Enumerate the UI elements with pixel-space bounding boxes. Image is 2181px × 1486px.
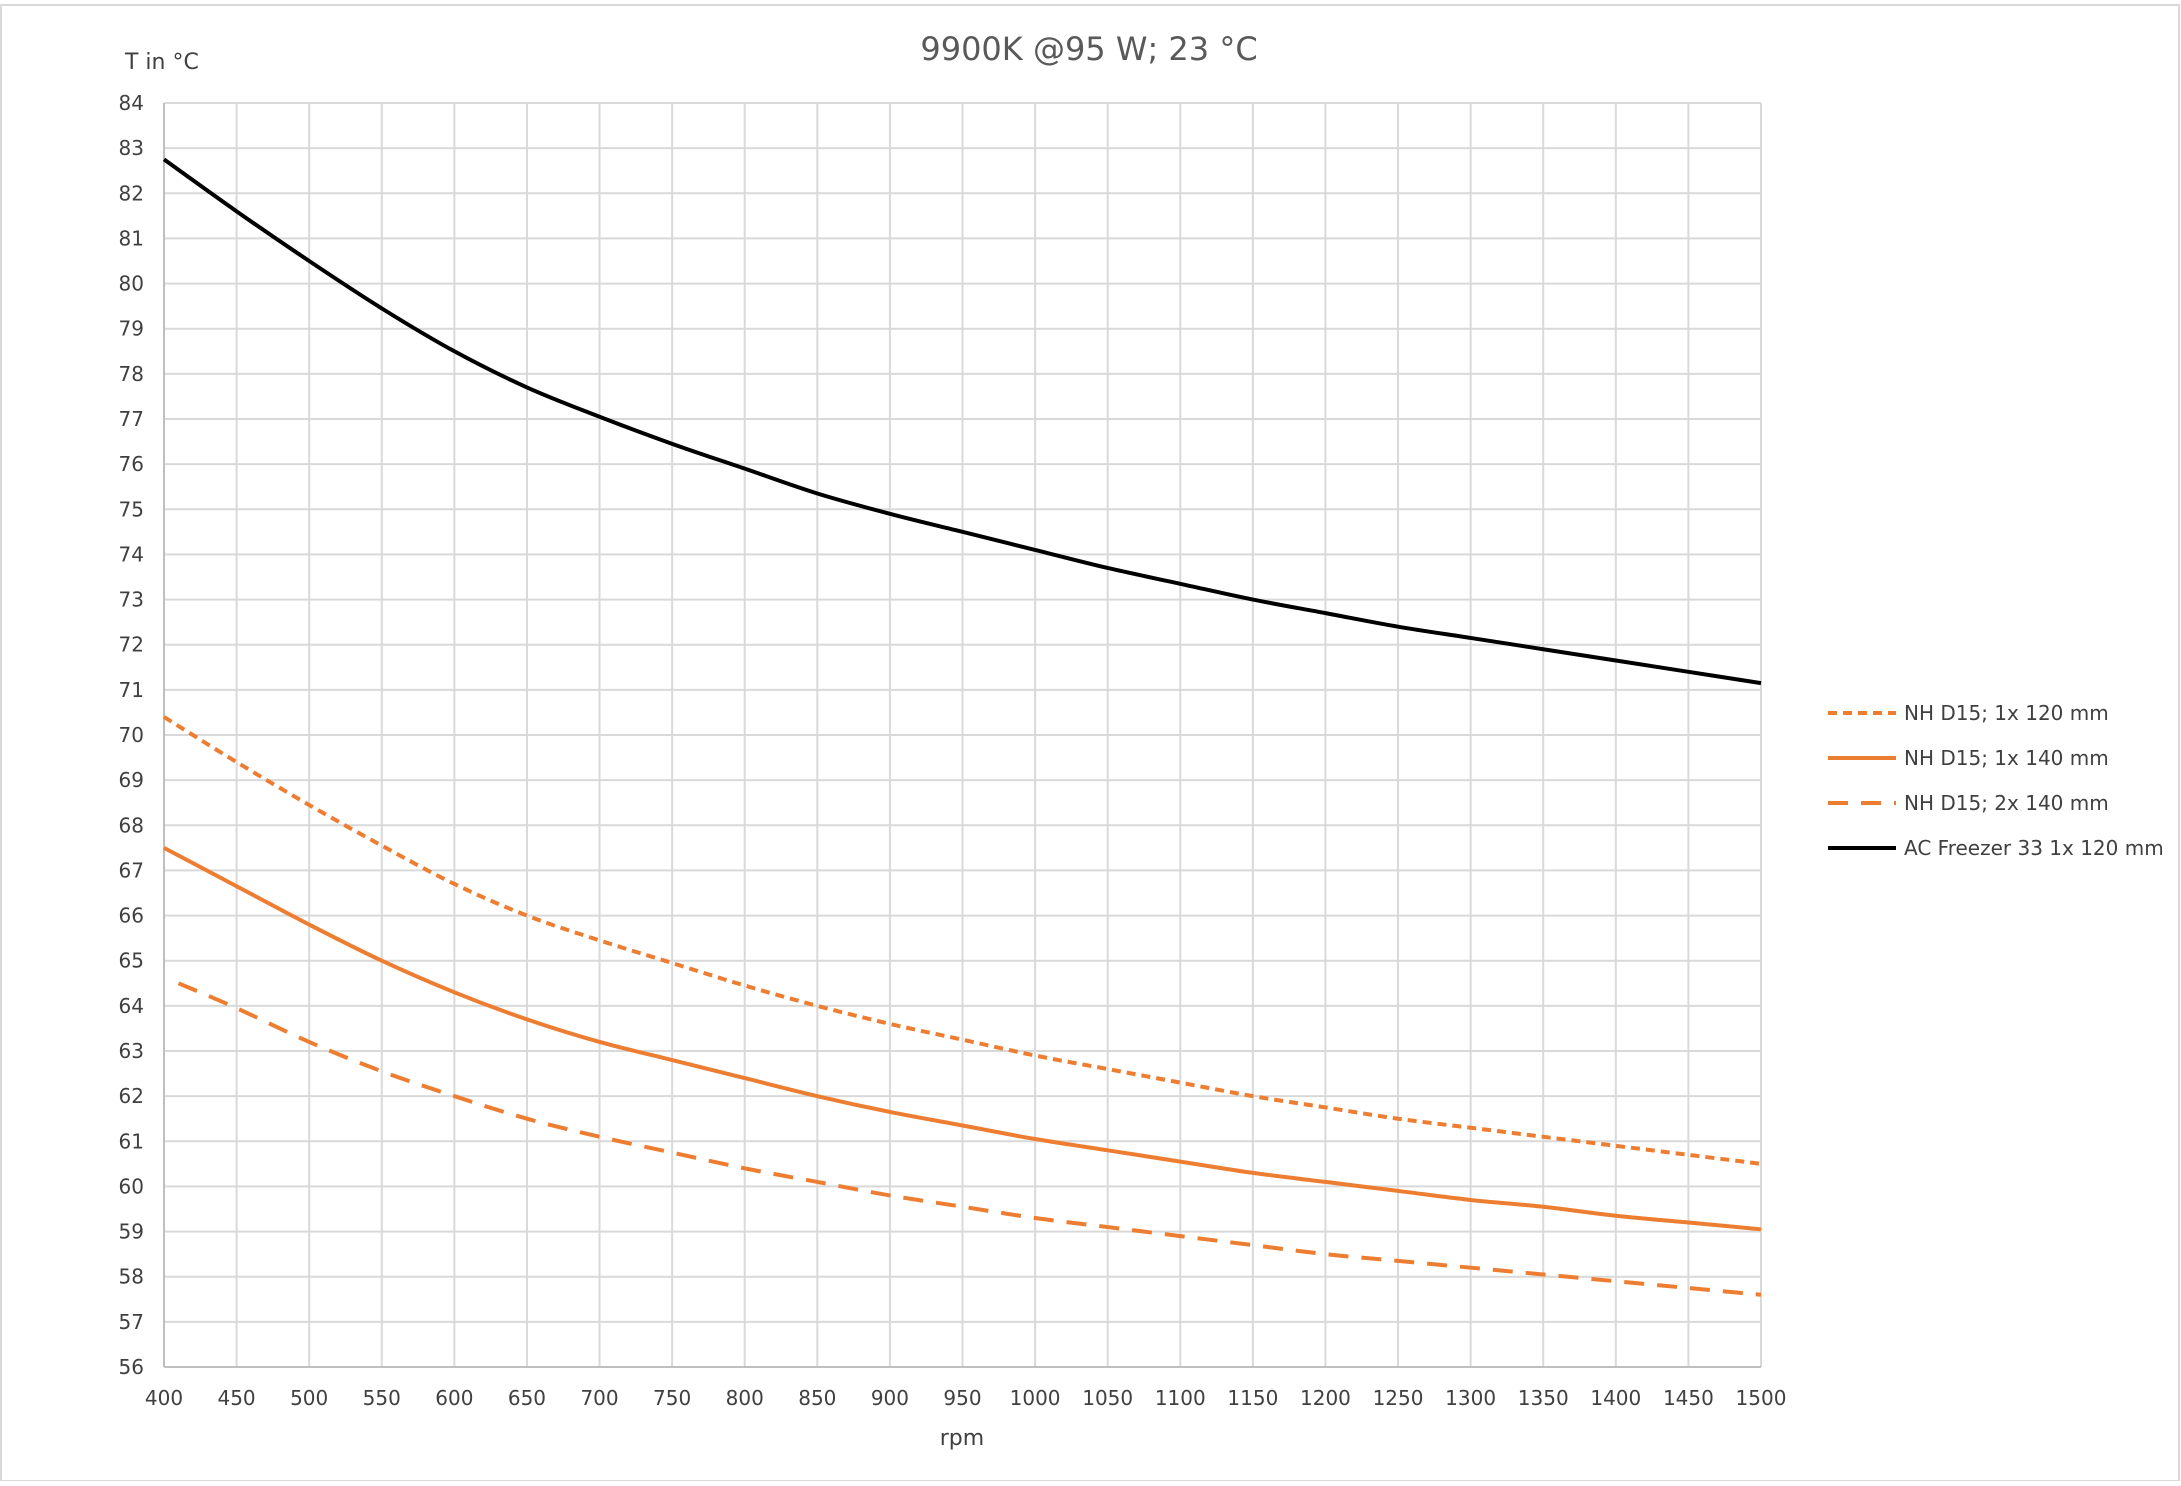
y-tick-label: 71 bbox=[119, 678, 144, 702]
x-tick-label: 1000 bbox=[1010, 1386, 1061, 1410]
legend-label-2: NH D15; 1x 140 mm bbox=[1904, 746, 2109, 770]
x-tick-label: 1150 bbox=[1227, 1386, 1278, 1410]
x-tick-label: 800 bbox=[726, 1386, 764, 1410]
y-tick-label: 78 bbox=[119, 362, 144, 386]
y-tick-label: 84 bbox=[119, 91, 144, 115]
x-tick-label: 1300 bbox=[1445, 1386, 1496, 1410]
series-lines bbox=[162, 157, 1762, 1297]
tick-labels: 56 57 58 59 60 61 62 63 64 65 66 67 68 69 70 71 72 73 74 75… bbox=[119, 91, 1787, 1410]
axes bbox=[163, 103, 1761, 1368]
series-line-4 bbox=[162, 157, 1762, 686]
y-tick-label: 76 bbox=[119, 452, 144, 476]
y-tick-label: 75 bbox=[119, 497, 144, 521]
y-tick-label: 59 bbox=[119, 1220, 144, 1244]
y-tick-label: 73 bbox=[119, 588, 144, 612]
x-tick-label: 700 bbox=[580, 1386, 618, 1410]
y-tick-label: 67 bbox=[119, 858, 144, 882]
series-line-3 bbox=[177, 981, 1762, 1297]
y-tick-label: 82 bbox=[119, 181, 144, 205]
chart-title: 9900K @95 W; 23 °C bbox=[920, 30, 1257, 68]
x-tick-label: 950 bbox=[943, 1386, 981, 1410]
y-tick-label: 61 bbox=[119, 1129, 144, 1153]
y-tick-label: 60 bbox=[119, 1174, 144, 1198]
y-tick-label: 80 bbox=[119, 272, 144, 296]
y-tick-label: 70 bbox=[119, 723, 144, 747]
y-tick-label: 62 bbox=[119, 1084, 144, 1108]
y-tick-label: 68 bbox=[119, 813, 144, 837]
series-line-2 bbox=[163, 846, 1762, 1232]
y-tick-label: 56 bbox=[119, 1355, 144, 1379]
x-tick-label: 1500 bbox=[1736, 1386, 1787, 1410]
y-tick-label: 79 bbox=[119, 317, 144, 341]
y-tick-label: 57 bbox=[119, 1310, 144, 1334]
x-axis-title: rpm bbox=[940, 1426, 984, 1451]
x-tick-label: 1400 bbox=[1590, 1386, 1641, 1410]
x-tick-label: 1200 bbox=[1300, 1386, 1351, 1410]
y-tick-label: 63 bbox=[119, 1039, 144, 1063]
x-tick-label: 650 bbox=[508, 1386, 546, 1410]
legend-label-1: NH D15; 1x 120 mm bbox=[1904, 701, 2109, 725]
x-tick-label: 400 bbox=[145, 1386, 183, 1410]
y-tick-label: 64 bbox=[119, 994, 144, 1018]
y-tick-label: 77 bbox=[119, 407, 144, 431]
x-tick-label: 1450 bbox=[1663, 1386, 1714, 1410]
x-tick-label: 500 bbox=[290, 1386, 328, 1410]
x-tick-label: 900 bbox=[871, 1386, 909, 1410]
x-tick-label: 1050 bbox=[1082, 1386, 1133, 1410]
x-tick-label: 1100 bbox=[1155, 1386, 1206, 1410]
series-line-1 bbox=[162, 715, 1762, 1166]
y-tick-label: 65 bbox=[119, 949, 144, 973]
y-tick-label: 83 bbox=[119, 136, 144, 160]
y-tick-label: 74 bbox=[119, 542, 144, 566]
y-tick-label: 72 bbox=[119, 633, 144, 657]
y-tick-label: 58 bbox=[119, 1265, 144, 1289]
x-tick-label: 750 bbox=[653, 1386, 691, 1410]
legend-label-4: AC Freezer 33 1x 120 mm bbox=[1904, 836, 2164, 860]
x-tick-label: 1250 bbox=[1373, 1386, 1424, 1410]
legend-label-3: NH D15; 2x 140 mm bbox=[1904, 791, 2109, 815]
y-tick-label: 69 bbox=[119, 768, 144, 792]
x-tick-label: 850 bbox=[798, 1386, 836, 1410]
y-tick-label: 66 bbox=[119, 904, 144, 928]
x-tick-label: 450 bbox=[217, 1386, 255, 1410]
x-tick-label: 1350 bbox=[1518, 1386, 1569, 1410]
y-axis-title: T in °C bbox=[124, 50, 199, 75]
x-tick-label: 550 bbox=[363, 1386, 401, 1410]
legend: NH D15; 1x 120 mm NH D15; 1x 140 mm NH D15… bbox=[1828, 701, 2164, 860]
x-tick-label: 600 bbox=[435, 1386, 473, 1410]
y-tick-label: 81 bbox=[119, 226, 144, 250]
